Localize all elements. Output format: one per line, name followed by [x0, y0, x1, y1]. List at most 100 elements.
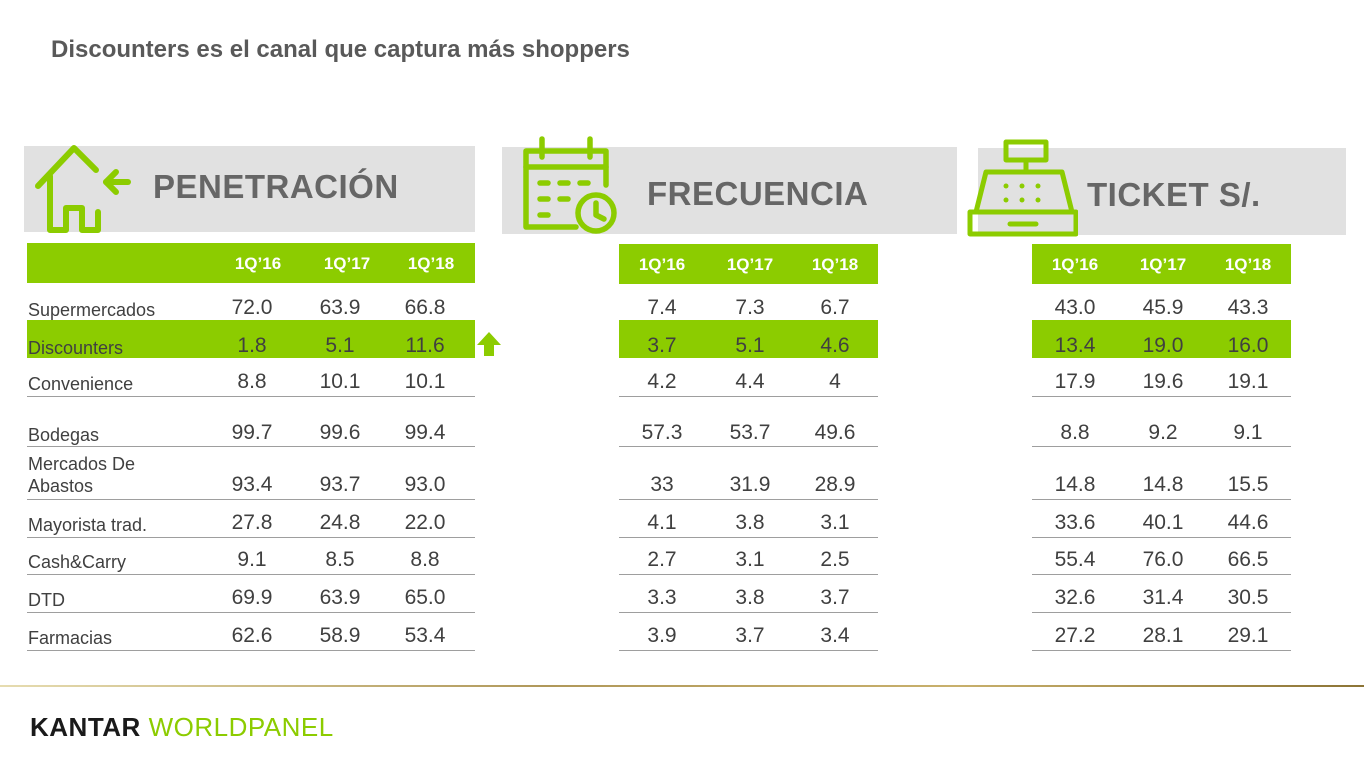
penetracion-cell: 66.8 — [404, 296, 446, 319]
ticket-table-header: 1Q’16 1Q’17 1Q’18 — [1032, 244, 1291, 284]
penetracion-header: PENETRACIÓN — [24, 145, 475, 233]
frecuencia-cell: 31.9 — [729, 473, 771, 496]
channel-label: Cash&Carry — [28, 552, 127, 572]
frecuencia-label: FRECUENCIA — [647, 175, 869, 212]
penetracion-cell: 69.9 — [231, 586, 273, 609]
ticket-cell: 45.9 — [1142, 296, 1184, 319]
penetracion-table-row — [27, 449, 475, 500]
frecuencia-cell: 4.1 — [647, 511, 677, 534]
ticket-cell: 31.4 — [1142, 586, 1184, 609]
column-header: 1Q’16 — [1051, 255, 1099, 274]
calendar-clock-icon — [523, 136, 617, 234]
channel-label: Bodegas — [28, 425, 100, 445]
frecuencia-table-row — [619, 320, 878, 358]
ticket-cell: 13.4 — [1054, 334, 1096, 357]
penetracion-cell: 1.8 — [237, 334, 267, 357]
column-header: 1Q’17 — [1139, 255, 1187, 274]
channel-label-line: Mercados De — [28, 454, 136, 474]
penetracion-cell: 10.1 — [319, 370, 361, 393]
frecuencia-cell: 3.3 — [647, 586, 677, 609]
ticket-table-row — [1032, 320, 1291, 358]
channel-label-line: Abastos — [28, 476, 94, 496]
frecuencia-header: FRECUENCIA — [502, 136, 957, 234]
frecuencia-cell: 57.3 — [641, 421, 683, 444]
frecuencia-cell: 3.1 — [820, 511, 850, 534]
frecuencia-cell: 3.7 — [735, 624, 765, 647]
frecuencia-table-header: 1Q’16 1Q’17 1Q’18 — [619, 244, 878, 284]
ticket-cell: 43.3 — [1227, 296, 1269, 319]
frecuencia-cell: 4.2 — [647, 370, 677, 393]
ticket-cell: 8.8 — [1060, 421, 1090, 444]
column-header: 1Q’18 — [407, 254, 455, 273]
ticket-cell: 29.1 — [1227, 624, 1269, 647]
frecuencia-cell: 3.8 — [735, 586, 765, 609]
penetracion-table-row — [27, 548, 475, 575]
penetracion-cell: 10.1 — [404, 370, 446, 393]
penetracion-cell: 93.7 — [319, 473, 361, 496]
penetracion-cell: 58.9 — [319, 624, 361, 647]
house-arrow-icon — [35, 145, 131, 233]
ticket-cell: 66.5 — [1227, 548, 1269, 571]
frecuencia-cell: 2.5 — [820, 548, 850, 571]
frecuencia-cell: 33 — [650, 473, 674, 496]
penetracion-cell: 8.8 — [237, 370, 267, 393]
ticket-header: TICKET S/. — [967, 139, 1346, 237]
cash-register-icon — [967, 139, 1078, 237]
frecuencia-cell: 3.8 — [735, 511, 765, 534]
ticket-cell: 19.0 — [1142, 334, 1184, 357]
frecuencia-cell: 28.9 — [814, 473, 856, 496]
frecuencia-cell: 3.9 — [647, 624, 677, 647]
ticket-cell: 9.2 — [1148, 421, 1178, 444]
penetracion-cell: 9.1 — [237, 548, 267, 571]
ticket-cell: 9.1 — [1233, 421, 1263, 444]
frecuencia-cell: 3.7 — [820, 586, 850, 609]
channel-label: Discounters — [28, 338, 124, 358]
frecuencia-cell: 7.3 — [735, 296, 765, 319]
penetracion-cell: 99.6 — [319, 421, 361, 444]
channel-label: Farmacias — [28, 628, 113, 648]
ticket-cell: 28.1 — [1142, 624, 1184, 647]
penetracion-cell: 8.8 — [410, 548, 440, 571]
penetracion-cell: 93.0 — [404, 473, 446, 496]
ticket-cell: 43.0 — [1054, 296, 1096, 319]
frecuencia-table-row — [619, 624, 878, 651]
ticket-table-row — [1032, 548, 1291, 575]
ticket-cell: 19.6 — [1142, 370, 1184, 393]
ticket-cell: 14.8 — [1142, 473, 1184, 496]
channel-label: Mercados De Abastos — [28, 453, 135, 497]
frecuencia-table-row — [619, 548, 878, 575]
frecuencia-cell: 6.7 — [820, 296, 850, 319]
penetracion-cell: 22.0 — [404, 511, 446, 534]
column-header: 1Q’18 — [1224, 255, 1272, 274]
penetracion-cell: 27.8 — [231, 511, 273, 534]
ticket-cell: 17.9 — [1054, 370, 1096, 393]
frecuencia-cell: 2.7 — [647, 548, 677, 571]
column-header: 1Q’17 — [726, 255, 774, 274]
ticket-cell: 76.0 — [1142, 548, 1184, 571]
ticket-cell: 55.4 — [1054, 548, 1096, 571]
penetracion-table-row — [27, 320, 475, 358]
ticket-cell: 44.6 — [1227, 511, 1269, 534]
frecuencia-cell: 7.4 — [647, 296, 677, 319]
ticket-cell: 40.1 — [1142, 511, 1184, 534]
penetracion-cell: 63.9 — [319, 586, 361, 609]
frecuencia-table-row — [619, 586, 878, 613]
ticket-table-row — [1032, 449, 1291, 500]
penetracion-table-row — [27, 510, 475, 538]
penetracion-cell: 93.4 — [231, 473, 273, 496]
frecuencia-cell: 3.7 — [647, 334, 677, 357]
column-header: 1Q’16 — [638, 255, 686, 274]
up-arrow-icon — [477, 332, 501, 356]
ticket-label: TICKET S/. — [1087, 176, 1261, 213]
ticket-cell: 27.2 — [1054, 624, 1096, 647]
column-header: 1Q’18 — [811, 255, 859, 274]
penetracion-cell: 99.7 — [231, 421, 273, 444]
frecuencia-cell: 53.7 — [729, 421, 771, 444]
frecuencia-cell: 4 — [829, 370, 841, 393]
frecuencia-table-row — [619, 449, 878, 500]
penetracion-cell: 24.8 — [319, 511, 361, 534]
penetracion-table-row — [27, 370, 475, 397]
kantar-worldpanel-logo: KANTAR WORLDPANEL — [30, 712, 334, 742]
frecuencia-cell: 3.4 — [820, 624, 850, 647]
penetracion-cell: 99.4 — [404, 421, 446, 444]
